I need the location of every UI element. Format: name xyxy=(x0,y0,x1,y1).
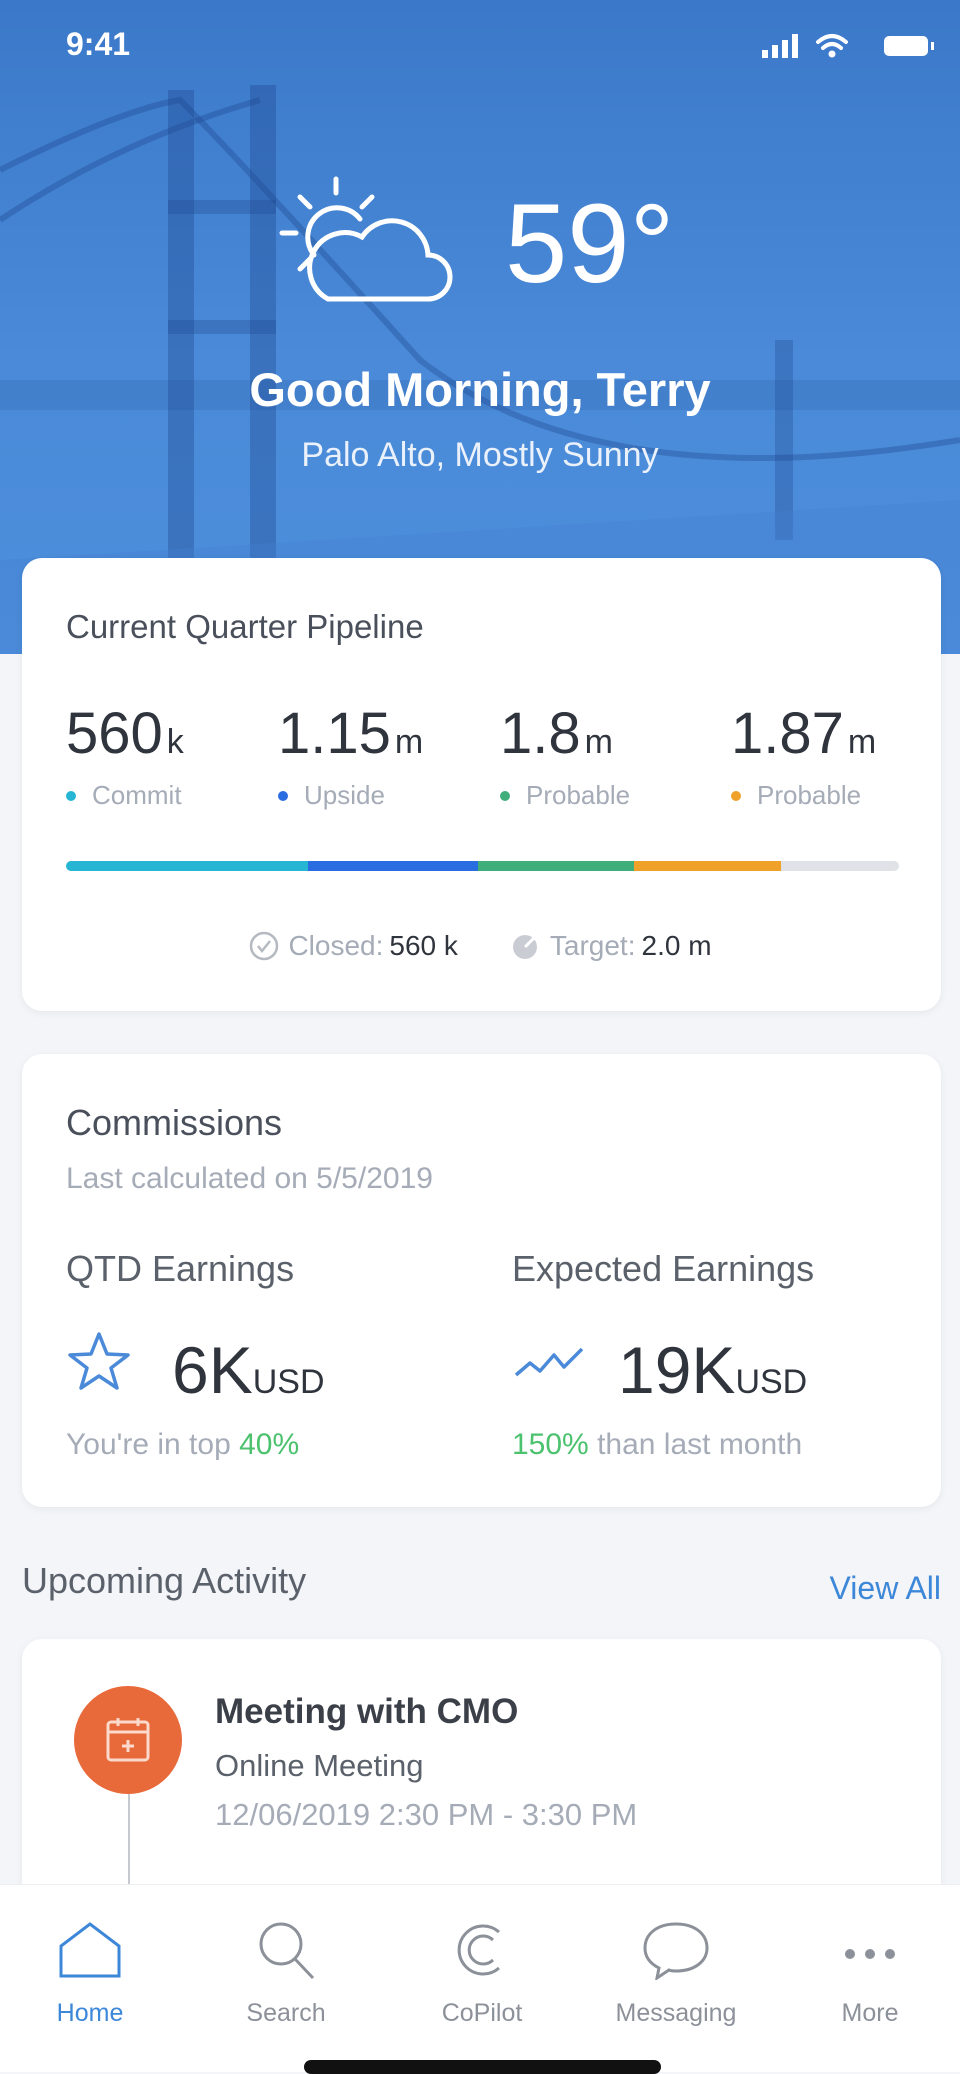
home-indicator xyxy=(304,2060,661,2074)
metric-legend: Probable xyxy=(500,780,630,811)
expected-note: 150% than last month xyxy=(512,1428,802,1462)
metric-value: 1.87 m xyxy=(731,700,876,767)
activity-type: Online Meeting xyxy=(215,1748,424,1783)
tab-bar xyxy=(0,1884,960,2072)
tab-more[interactable]: More xyxy=(790,1920,950,2028)
expected-value: 19KUSD xyxy=(618,1332,807,1408)
metric-label: Upside xyxy=(304,780,385,810)
pipeline-progress-bar xyxy=(66,861,899,871)
partly-sunny-icon xyxy=(279,176,453,302)
tab-label: More xyxy=(841,1999,899,2027)
qtd-label: QTD Earnings xyxy=(66,1248,295,1289)
target-value: 2.0 m xyxy=(641,930,712,961)
search-icon xyxy=(259,1922,315,1980)
check-circle-icon xyxy=(250,931,279,961)
activity-time: 12/06/2019 2:30 PM - 3:30 PM xyxy=(215,1797,638,1832)
calendar-icon xyxy=(106,1718,150,1762)
star-icon xyxy=(68,1332,130,1390)
meeting-avatar xyxy=(74,1686,182,1794)
temperature: 59° xyxy=(505,181,675,306)
view-all-link[interactable]: View All xyxy=(829,1570,941,1606)
metric-value: 1.15 m xyxy=(278,700,423,767)
metric-label: Commit xyxy=(92,780,182,810)
legend-dot xyxy=(731,790,741,801)
expected-amount: 19K xyxy=(618,1333,736,1407)
tab-label: Messaging xyxy=(615,1999,737,2027)
tab-label: CoPilot xyxy=(441,1999,523,2027)
bridge-background-image xyxy=(0,85,960,654)
legend-dot xyxy=(66,790,76,801)
tab-messaging[interactable]: Messaging xyxy=(596,1920,756,2028)
qtd-unit: USD xyxy=(252,1363,325,1401)
location-weather: Palo Alto, Mostly Sunny xyxy=(301,436,659,474)
legend-dot xyxy=(278,790,288,801)
timeline-line xyxy=(128,1794,130,1894)
tab-copilot[interactable]: CoPilot xyxy=(402,1920,562,2028)
qtd-amount: 6K xyxy=(172,1333,253,1407)
target-label: Target: xyxy=(549,930,636,961)
chat-bubble-icon xyxy=(643,1922,709,1982)
bar-segment xyxy=(307,861,479,871)
greeting: Good Morning, Terry xyxy=(249,363,711,416)
legend-dot xyxy=(500,790,510,801)
expected-note-text: than last month xyxy=(588,1428,803,1461)
commissions-title: Commissions xyxy=(66,1102,283,1143)
expected-label: Expected Earnings xyxy=(512,1248,815,1289)
bar-segment xyxy=(478,861,635,871)
metric-legend: Commit xyxy=(66,780,182,811)
metric-legend: Probable xyxy=(731,780,861,811)
pipeline-title: Current Quarter Pipeline xyxy=(66,608,424,645)
metric-label: Probable xyxy=(526,780,631,810)
metric-number: 560 xyxy=(66,701,163,766)
target-icon xyxy=(512,932,539,959)
closed-label: Closed: xyxy=(288,930,384,961)
copilot-icon xyxy=(457,1924,500,1976)
upcoming-activity-title: Upcoming Activity xyxy=(22,1560,307,1601)
metric-unit: m xyxy=(584,723,613,761)
hero-banner: 9:41 59° Good Morning, Terry Palo Alto, … xyxy=(0,0,960,654)
qtd-note-percent: 40% xyxy=(239,1428,300,1461)
metric-number: 1.8 xyxy=(500,701,581,766)
tab-label: Home xyxy=(56,1999,124,2027)
metric-number: 1.87 xyxy=(731,701,844,766)
tab-label: Search xyxy=(246,1999,326,2027)
qtd-note-text: You're in top xyxy=(66,1428,240,1461)
qtd-value: 6KUSD xyxy=(172,1332,325,1408)
closed-value: 560 k xyxy=(389,930,458,961)
metric-value: 560 k xyxy=(66,700,184,767)
more-icon xyxy=(845,1949,895,1959)
metric-number: 1.15 xyxy=(278,701,391,766)
pipeline-summary: Closed: 560 k Target: 2.0 m xyxy=(0,930,960,962)
metric-legend: Upside xyxy=(278,780,385,811)
commissions-subtitle: Last calculated on 5/5/2019 xyxy=(66,1162,433,1195)
pipeline-card[interactable] xyxy=(22,558,941,1011)
status-icons xyxy=(762,34,934,58)
bar-segment xyxy=(634,861,781,871)
activity-title[interactable]: Meeting with CMO xyxy=(215,1692,519,1731)
expected-note-percent: 150% xyxy=(512,1428,589,1461)
bar-remaining xyxy=(780,861,899,871)
bar-segment xyxy=(66,861,308,871)
status-time: 9:41 xyxy=(66,26,131,62)
metric-unit: k xyxy=(166,723,184,761)
trend-line-icon xyxy=(514,1347,584,1377)
commissions-card[interactable] xyxy=(22,1054,941,1507)
tab-home[interactable]: Home xyxy=(10,1920,170,2028)
tab-search[interactable]: Search xyxy=(206,1920,366,2028)
metric-unit: m xyxy=(394,723,424,761)
home-icon xyxy=(59,1922,121,1978)
expected-unit: USD xyxy=(735,1363,808,1401)
qtd-note: You're in top 40% xyxy=(66,1428,299,1462)
metric-unit: m xyxy=(847,723,877,761)
metric-value: 1.8 m xyxy=(500,700,613,767)
metric-label: Probable xyxy=(757,780,862,810)
